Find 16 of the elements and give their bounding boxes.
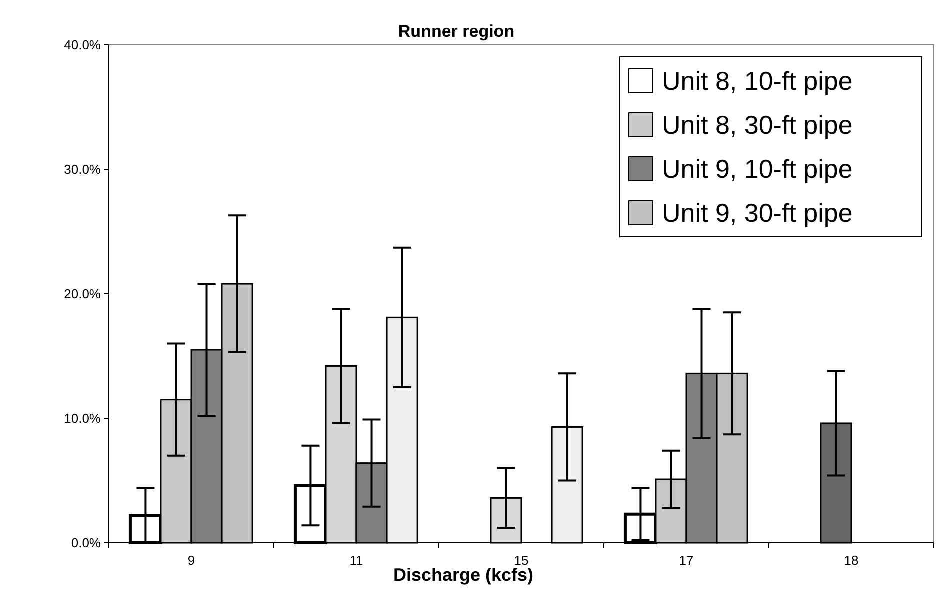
legend-label: Unit 9, 10-ft pipe bbox=[662, 154, 853, 184]
x-tick-label: 9 bbox=[188, 553, 196, 568]
x-axis-title: Discharge (kcfs) bbox=[393, 565, 534, 585]
chart-title: Runner region bbox=[398, 22, 515, 41]
y-tick-label: 40.0% bbox=[64, 38, 102, 52]
y-tick-label: 20.0% bbox=[64, 286, 102, 302]
y-tick-label: 10.0% bbox=[64, 411, 102, 426]
legend-label: Unit 9, 30-ft pipe bbox=[662, 198, 853, 228]
y-tick-label: 30.0% bbox=[64, 162, 102, 177]
legend-label: Unit 8, 10-ft pipe bbox=[662, 66, 853, 96]
y-tick-label: 0.0% bbox=[71, 536, 102, 550]
x-tick-label: 15 bbox=[514, 553, 529, 568]
x-tick-label: 18 bbox=[844, 553, 859, 568]
x-tick-label: 11 bbox=[350, 553, 364, 568]
legend-label: Unit 8, 30-ft pipe bbox=[662, 110, 853, 140]
x-tick-label: 17 bbox=[679, 553, 694, 568]
